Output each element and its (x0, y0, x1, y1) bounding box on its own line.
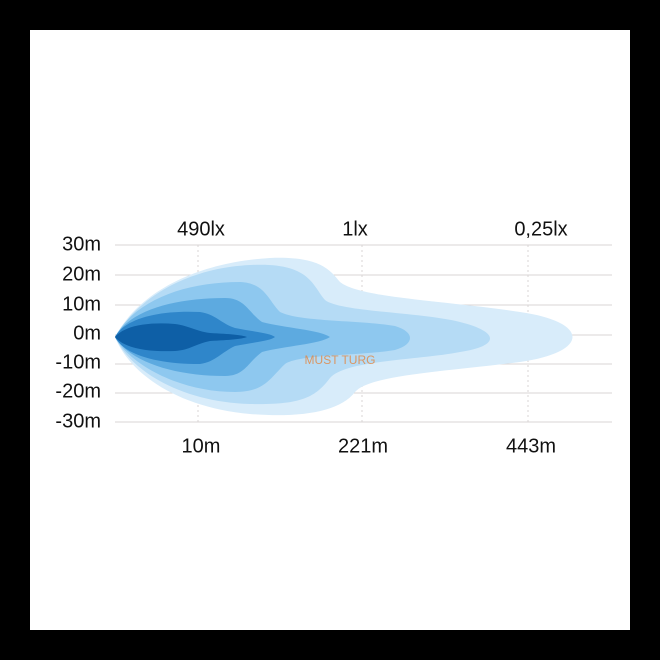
distance-labels: 10m 221m 443m (182, 435, 556, 457)
y-axis-label: 10m (62, 293, 101, 315)
y-axis-label: -10m (55, 351, 101, 373)
distance-label: 221m (338, 435, 388, 457)
y-axis-label: 0m (73, 322, 101, 344)
y-axis-label: -30m (55, 410, 101, 432)
y-axis-labels: 30m 20m 10m 0m -10m -20m -30m (55, 233, 101, 432)
lux-labels: 490lx 1lx 0,25lx (177, 218, 568, 240)
distance-label: 443m (506, 435, 556, 457)
y-axis-label: -20m (55, 380, 101, 402)
beam (115, 257, 573, 416)
distance-label: 10m (182, 435, 221, 457)
y-axis-label: 20m (62, 263, 101, 285)
watermark: MUST TURG (305, 353, 376, 367)
lux-label: 1lx (342, 218, 368, 240)
lux-label: 490lx (177, 218, 225, 240)
y-axis-label: 30m (62, 233, 101, 255)
lux-label: 0,25lx (514, 218, 567, 240)
beam-zone (115, 323, 247, 352)
